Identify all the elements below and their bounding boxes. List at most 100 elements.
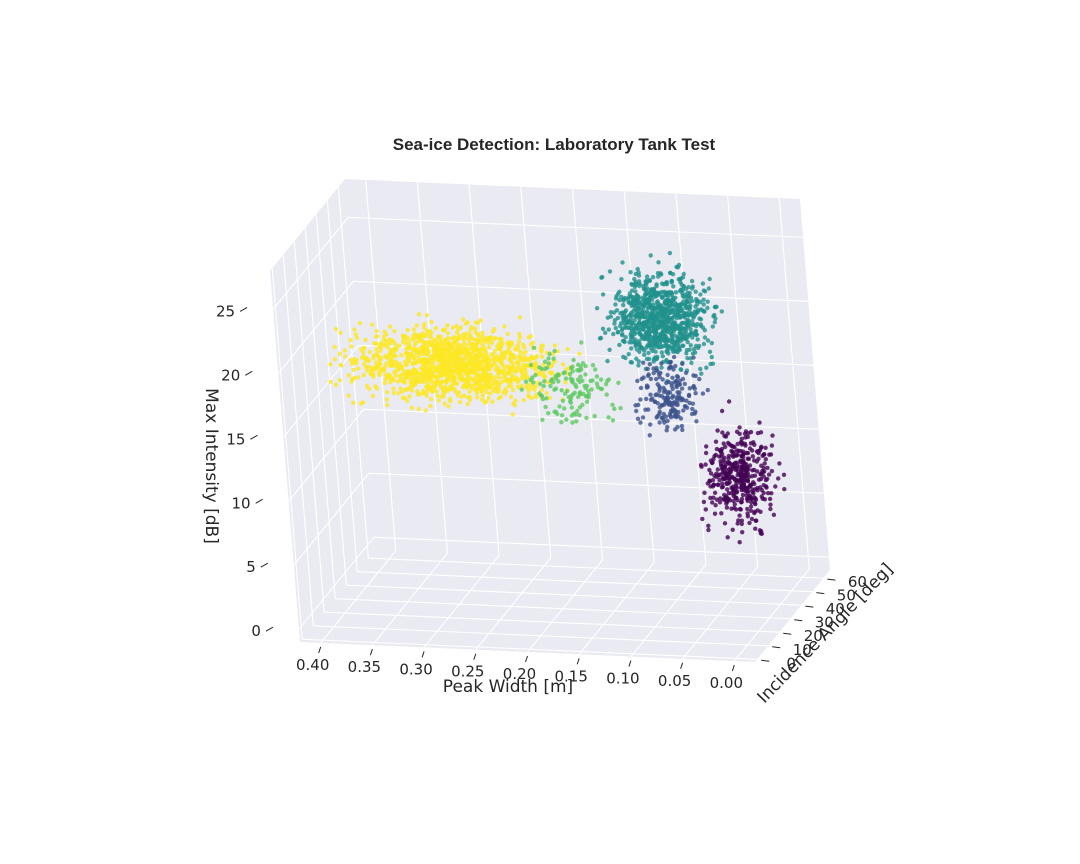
scatter-point (455, 381, 460, 386)
scatter-point (729, 444, 735, 449)
scatter-point (559, 388, 564, 393)
scatter-point (731, 484, 736, 489)
scatter-point (577, 405, 583, 410)
scatter-point (621, 313, 626, 318)
scatter-point (665, 300, 670, 306)
scatter-point (541, 383, 546, 389)
scatter-point (743, 443, 748, 448)
scatter-point (510, 374, 516, 380)
scatter-point (666, 351, 671, 356)
z-tick-label: 20 (221, 366, 240, 384)
scatter-point (370, 322, 375, 327)
scatter-point (467, 389, 472, 394)
scatter-point (556, 379, 561, 384)
scatter-point (642, 320, 648, 325)
scatter-point (667, 250, 673, 256)
scatter-point (679, 423, 685, 429)
scatter-point (490, 399, 495, 404)
scatter-point (401, 339, 406, 344)
scatter-point (509, 365, 515, 371)
scatter-point (739, 467, 744, 472)
scatter-point (762, 461, 767, 466)
scatter-point (746, 431, 751, 436)
scatter-point (664, 313, 669, 318)
scatter-point (746, 467, 751, 472)
scatter-point (476, 333, 481, 338)
scatter-point (577, 351, 582, 356)
scatter-point (683, 370, 689, 375)
scatter-point (328, 362, 333, 367)
scatter-point (658, 271, 663, 276)
scatter-point (560, 398, 566, 403)
z-tick-label: 25 (216, 302, 235, 320)
scatter-point (460, 377, 465, 382)
scatter-point (719, 511, 724, 516)
scatter-point (469, 336, 474, 341)
scatter-point (679, 367, 684, 372)
scatter-point (734, 448, 740, 453)
scatter-point (687, 386, 692, 391)
z-tick-mark (250, 434, 258, 440)
scatter-point (503, 387, 508, 392)
scatter-point (404, 362, 409, 367)
scatter-point (748, 508, 754, 513)
scatter-point (479, 341, 484, 346)
scatter-point (411, 348, 416, 353)
scatter-point (413, 340, 418, 346)
scatter-point (650, 292, 655, 298)
scatter-point (422, 322, 427, 327)
scatter-point (576, 362, 581, 367)
scatter-point (416, 312, 422, 317)
scatter-point (668, 270, 673, 276)
scatter-point (652, 315, 657, 321)
scatter-point (432, 349, 438, 355)
scatter-point (530, 340, 536, 345)
scatter-point (376, 370, 382, 376)
scatter-point (467, 395, 473, 400)
scatter-point (623, 308, 629, 313)
scatter-point (657, 386, 663, 391)
scatter-point (639, 307, 644, 313)
scatter-point (697, 316, 702, 321)
scatter-point (366, 386, 372, 391)
scatter-point (388, 324, 393, 329)
scatter-point (394, 368, 399, 374)
scatter-point (517, 335, 523, 340)
scatter-point (757, 420, 762, 425)
scatter-point (743, 435, 748, 440)
scatter-point (482, 378, 488, 383)
scatter-point (719, 485, 725, 490)
scatter-point (740, 530, 745, 535)
scatter-point (552, 348, 557, 354)
scatter-point (643, 407, 648, 412)
scatter-point (465, 360, 470, 366)
scatter-point (414, 370, 419, 375)
x-tick-label: 0.30 (399, 660, 432, 678)
scatter-point (563, 376, 569, 381)
scatter-point (337, 351, 342, 356)
scatter-point (737, 425, 742, 430)
scatter-point (590, 363, 596, 368)
scatter-point (598, 377, 604, 382)
scatter-point (613, 296, 619, 301)
scatter-point (546, 356, 551, 361)
scatter-point (687, 347, 692, 352)
scatter-point (496, 371, 501, 377)
scatter-point (628, 331, 634, 336)
scatter-point (698, 366, 703, 372)
scatter-point (489, 340, 495, 345)
scatter-point (613, 302, 618, 307)
scatter-point (734, 495, 739, 500)
scatter-point (676, 338, 681, 343)
scatter-point (521, 342, 526, 347)
scatter-point (529, 354, 534, 359)
scatter-point (678, 280, 683, 285)
scatter-point (611, 331, 616, 337)
scatter-point (677, 382, 682, 387)
x-grid-line (675, 193, 707, 565)
scatter-point (734, 489, 740, 494)
scatter-point (617, 342, 622, 348)
scatter-point (373, 334, 379, 339)
scatter-point (526, 388, 531, 393)
x-tick-mark (318, 646, 322, 654)
